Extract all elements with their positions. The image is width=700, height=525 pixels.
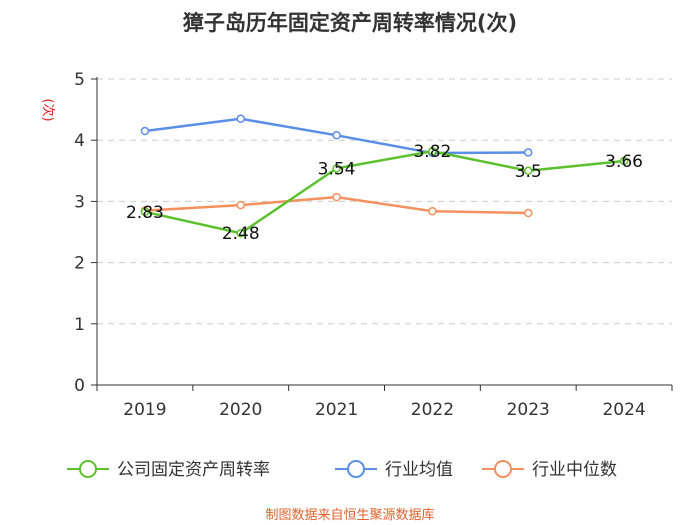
data-point [332,131,341,140]
data-point [428,146,437,156]
series-line-0 [144,149,625,235]
legend-swatch-marker [494,460,512,478]
data-point [140,126,150,136]
data-point [332,192,341,202]
gridlines [97,78,672,325]
legend[interactable]: 公司固定资产周转率 行业均值 行业中位数 [67,460,617,480]
y-tick-label: 2 [74,254,85,274]
data-label: 2.83 [126,203,164,223]
x-tick-label: 2021 [315,400,358,420]
series-lines [140,114,629,238]
data-label: 3.82 [413,142,451,162]
legend-label: 行业均值 [385,460,453,480]
legend-item-1[interactable]: 行业均值 [335,460,453,480]
legend-item-2[interactable]: 行业中位数 [482,460,617,480]
y-tick-label: 3 [74,192,85,212]
data-point [236,200,245,210]
legend-swatch-marker [347,460,365,478]
y-tick-label: 1 [74,315,85,335]
legend-item-0[interactable]: 公司固定资产周转率 [67,460,270,480]
data-label: 3.5 [515,162,542,182]
data-point [140,207,150,217]
data-label: 3.54 [318,159,356,179]
x-tick-label: 2019 [123,400,166,420]
data-point [332,164,341,173]
legend-label: 公司固定资产周转率 [117,460,270,480]
y-tick-label: 5 [74,70,85,90]
legend-label: 行业中位数 [532,460,617,480]
y-axis-label: (次) [40,98,56,121]
data-label: 3.66 [605,152,643,172]
legend-swatch-marker [79,460,97,478]
y-tick-label: 4 [74,131,85,151]
data-labels: 2.83 2.48 3.54 3.82 3.5 3.66 [126,142,643,244]
data-point [524,166,533,176]
x-tick-label: 2023 [507,400,550,420]
data-point [524,148,533,157]
data-point [236,228,245,238]
data-point [524,208,533,218]
x-tick-label: 2024 [602,400,645,420]
data-point [428,206,437,216]
source-note: 制图数据来自恒生聚源数据库 [265,507,434,523]
chart-title: 獐子岛历年固定资产周转率情况(次) [182,11,517,35]
data-label: 2.48 [222,224,260,244]
x-tick-label: 2022 [411,400,454,420]
axes: 0 1 2 3 4 5 2019 2020 2021 2022 2023 2024 [74,70,673,420]
data-point [619,156,629,166]
y-tick-label: 0 [74,376,85,396]
x-tick-label: 2020 [219,400,262,420]
data-point [236,114,245,124]
